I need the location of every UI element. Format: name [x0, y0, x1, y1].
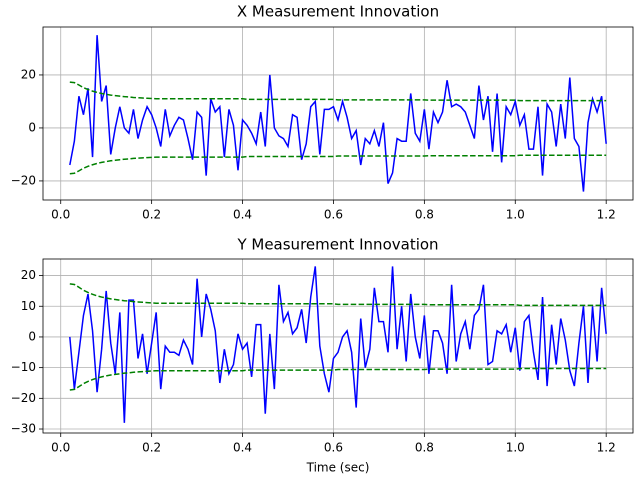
data-line [69, 266, 607, 423]
chart-title: X Measurement Innovation [237, 3, 439, 21]
axes-frame [42, 26, 634, 201]
x-tick-label: 1.2 [597, 208, 616, 222]
x-tick-label: 0.0 [51, 208, 70, 222]
x-tick-label: 0.6 [324, 208, 343, 222]
y-tick-label: −10 [11, 360, 36, 374]
x-tick-label: 0.0 [51, 441, 70, 455]
x-tick-label: 0.2 [142, 441, 161, 455]
y-tick-label: −20 [11, 173, 36, 187]
data-line [69, 81, 607, 102]
data-line [69, 35, 607, 192]
y-tick-label: 20 [21, 268, 36, 282]
x-tick-label: 0.8 [415, 208, 434, 222]
axes-frame [42, 258, 634, 434]
data-line [69, 154, 607, 175]
x-tick-label: 0.6 [324, 441, 343, 455]
y-tick-label: 0 [28, 120, 36, 134]
y-tick-label: 0 [28, 329, 36, 343]
x-tick-label: 0.2 [142, 208, 161, 222]
y-tick-label: −20 [11, 391, 36, 405]
x-tick-label: 0.4 [233, 441, 252, 455]
x-tick-label: 0.4 [233, 208, 252, 222]
y-tick-label: 10 [21, 299, 36, 313]
x-tick-label: 0.8 [415, 441, 434, 455]
data-line [69, 367, 607, 391]
y-tick-label: −30 [11, 422, 36, 436]
x-tick-label: 1.2 [597, 441, 616, 455]
data-line [69, 283, 607, 307]
y-tick-label: 20 [21, 67, 36, 81]
x-axis-label: Time (sec) [306, 461, 370, 475]
chart-title: Y Measurement Innovation [236, 236, 438, 254]
x-tick-label: 1.0 [506, 208, 525, 222]
x-tick-label: 1.0 [506, 441, 525, 455]
